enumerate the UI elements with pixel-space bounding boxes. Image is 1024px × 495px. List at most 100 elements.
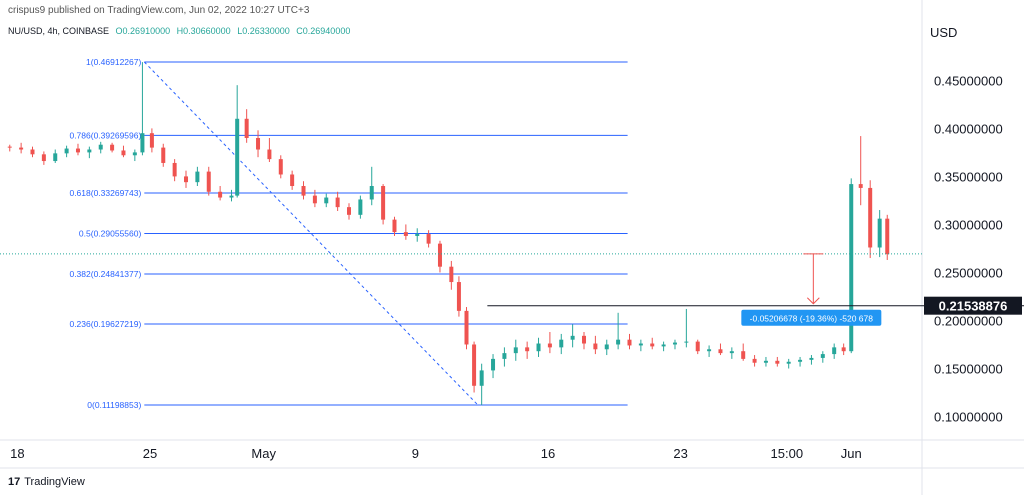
candle-body — [244, 118, 249, 138]
fib-level-label: 0.5(0.29055560) — [79, 229, 142, 239]
candle-body — [832, 347, 837, 355]
symbol-info: NU/USD, 4h, COINBASE O0.26910000 H0.3066… — [8, 26, 354, 36]
candle-body — [809, 357, 814, 360]
y-tick-label: 0.30000000 — [934, 217, 1003, 232]
candle-body — [290, 174, 295, 187]
candle-body — [324, 197, 329, 204]
measure-label-box — [741, 309, 882, 326]
candle-body — [741, 351, 746, 359]
candle-body — [140, 133, 145, 153]
candle-body — [684, 341, 689, 343]
y-tick-label: 0.35000000 — [934, 169, 1003, 184]
candle-body — [570, 335, 575, 340]
candle-body — [149, 133, 154, 148]
candle-body — [885, 218, 890, 255]
brand-text: TradingView — [24, 476, 85, 488]
candle-body — [707, 349, 712, 352]
candle-body — [415, 234, 420, 236]
candle-body — [627, 339, 632, 346]
publisher-caption: crispus9 published on TradingView.com, J… — [8, 5, 310, 16]
candle-body — [235, 118, 240, 196]
candle-body — [559, 339, 564, 348]
y-tick-label: 0.20000000 — [934, 313, 1003, 328]
candle-body — [502, 353, 507, 359]
fib-level-label: 1(0.46912267) — [86, 57, 141, 67]
x-tick-label: 25 — [143, 446, 157, 461]
candle-body — [132, 152, 137, 156]
candle-body — [820, 354, 825, 358]
candle-body — [403, 232, 408, 236]
current-price-label: 0.21538876 — [939, 299, 1008, 314]
overlay-layer: 0.21538876 -0.05206678 (-19.36%) -520 678 — [0, 253, 1024, 326]
low-value: L0.26330000 — [237, 26, 290, 36]
y-tick-label: 0.15000000 — [934, 361, 1003, 376]
fib-level-label: 0.786(0.39269596) — [69, 130, 141, 140]
candle-body — [30, 149, 35, 155]
candle-body — [638, 343, 643, 346]
candle-body — [858, 184, 863, 188]
candle-body — [347, 207, 351, 215]
candle-body — [426, 234, 431, 244]
candle-body — [582, 335, 587, 344]
candle-body — [358, 199, 363, 215]
candle-body — [195, 171, 200, 183]
candle-body — [525, 347, 530, 352]
candle-body — [479, 370, 484, 386]
candle-body — [775, 360, 780, 364]
currency-label: USD — [930, 25, 957, 40]
high-value: H0.30660000 — [176, 26, 231, 36]
candle-body — [53, 153, 58, 162]
y-tick-label: 0.40000000 — [934, 121, 1003, 136]
candle-body — [616, 339, 621, 345]
candle-body — [661, 344, 666, 347]
candle-body — [604, 344, 609, 350]
close-value: C0.26940000 — [296, 26, 351, 36]
fib-level-label: 0(0.11198853) — [87, 400, 141, 410]
candle-body — [75, 148, 80, 153]
candle-body — [256, 137, 261, 150]
candle-body — [849, 184, 854, 352]
candle-body — [718, 349, 723, 354]
candle-body — [472, 344, 477, 386]
candle-body — [650, 343, 655, 347]
candle-body — [64, 148, 69, 154]
candle-body — [278, 159, 283, 175]
candle-body — [729, 351, 734, 354]
x-tick-label: 23 — [673, 446, 687, 461]
fib-level-label: 0.618(0.33269743) — [69, 188, 141, 198]
candle-body — [449, 266, 454, 283]
candle-body — [218, 191, 223, 198]
candle-body — [763, 360, 768, 363]
symbol-name[interactable]: NU/USD, 4h, COINBASE — [8, 26, 110, 36]
candle-body — [301, 186, 306, 196]
candle-body — [206, 171, 211, 192]
candle-body — [786, 361, 791, 364]
y-tick-label: 0.45000000 — [934, 73, 1003, 88]
x-tick-label: 16 — [541, 446, 555, 461]
current-price-badge — [924, 296, 1022, 315]
candle-body — [121, 150, 126, 156]
measure-arrow-icon — [806, 297, 820, 305]
candle-body — [87, 149, 92, 153]
candle-body — [593, 343, 598, 350]
candle-body — [369, 186, 374, 200]
candle-body — [868, 187, 873, 248]
candle-body — [19, 147, 24, 150]
candle-body — [392, 219, 397, 233]
candle-body — [695, 341, 700, 352]
price-axis: 0.45000000 0.40000000 0.35000000 0.30000000… — [934, 73, 1003, 424]
y-tick-label: 0.10000000 — [934, 410, 1003, 425]
candle-body — [161, 147, 166, 163]
candle-body — [491, 358, 496, 371]
tradingview-logo-icon: 17 — [8, 476, 21, 488]
candle-body — [172, 162, 177, 177]
tradingview-footer: 17 TradingView — [8, 476, 85, 488]
candle-body — [110, 144, 115, 151]
candle-body — [456, 282, 461, 311]
fib-retracement: 1(0.46912267) 0.786(0.39269596) 0.618(0.33… — [69, 57, 628, 410]
candle-body — [464, 310, 469, 345]
candle-body — [841, 347, 846, 352]
candle-body — [547, 343, 552, 348]
